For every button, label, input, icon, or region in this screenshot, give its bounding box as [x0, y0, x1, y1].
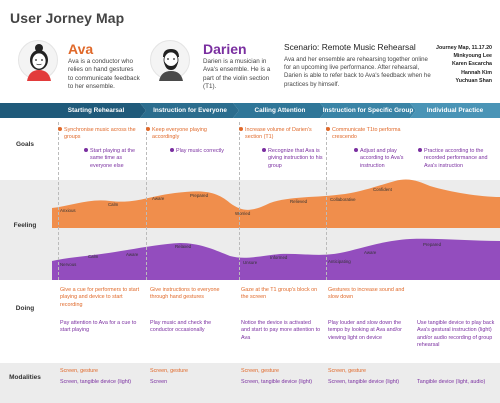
darien-feeling-label: Calm: [88, 254, 99, 259]
ava-feeling-label: Relieved: [290, 199, 308, 204]
darien-feeling-area: [52, 238, 500, 280]
goal-item: Keep everyone playing accordingly: [146, 127, 234, 140]
modality-ava-cell: Screen, gesture: [328, 368, 367, 374]
ava-feeling-label: Confident: [373, 187, 392, 192]
stage-divider: [326, 122, 327, 280]
ava-feeling-label: Prepared: [190, 193, 209, 198]
modality-ava-cell: Screen, gesture: [241, 368, 280, 374]
meta-line: Hannah Kim: [461, 69, 492, 76]
stage-instruction-everyone: Instruction for Everyone: [153, 107, 227, 114]
darien-feeling-label: Unsure: [243, 260, 258, 265]
goal-item: Practice according to the recorded perfo…: [418, 148, 498, 169]
goal-item: Start playing at the same time as everyo…: [84, 148, 144, 169]
goal-marker: [84, 148, 88, 152]
doing-darien-cell: Notice the device is activated and start…: [241, 320, 321, 341]
stage-arrow-1: [0, 103, 146, 118]
goal-marker: [418, 148, 422, 152]
stage-starting-rehearsal: Starting Rehearsal: [67, 107, 125, 114]
modality-darien-cell: Screen, tangible device (light): [241, 379, 313, 385]
goal-marker: [58, 127, 62, 131]
darien-feeling-label: Aware: [126, 252, 139, 257]
row-label-doing: Doing: [15, 305, 35, 312]
page-title: User Jorney Map: [10, 10, 125, 26]
modality-ava-cell: Screen, gesture: [150, 368, 189, 374]
goal-marker: [146, 127, 150, 131]
meta-credits: Journey Map, 11.17.20 Minkyoung Lee Kare…: [436, 44, 492, 85]
goal-item: Adjust and play according to Ava's instr…: [354, 148, 412, 169]
goal-marker: [170, 148, 174, 152]
doing-darien-cell: Use tangible device to play back Ava's g…: [417, 320, 495, 349]
stage-divider: [239, 122, 240, 280]
doing-darien-cell: Play louder and slow down the tempo by l…: [328, 320, 402, 341]
darien-feeling-label: Anticipating: [328, 259, 351, 264]
doing-darien-cell: Play music and check the conductor occas…: [150, 320, 212, 334]
persona-ava-description: Ava is a conductor who relies on hand ge…: [68, 58, 140, 91]
ava-feeling-label: Worried: [235, 211, 251, 216]
ava-feeling-label: Calm: [108, 202, 119, 207]
stage-arrow-3: [233, 103, 326, 118]
darien-feeling-label: Nervous: [60, 262, 77, 267]
female-avatar-drawing: [27, 44, 51, 81]
row-label-modalities: Modalities: [9, 374, 41, 381]
doing-ava-cell: Gestures to increase sound and slow down: [328, 287, 405, 301]
darien-feeling-label: Aware: [364, 250, 377, 255]
goal-marker: [239, 127, 243, 131]
female-avatar-icon: [18, 40, 58, 81]
scenario-title: Scenario: Remote Music Rehearsal: [284, 42, 416, 52]
doing-darien-cell: Pay attention to Ava for a cue to start …: [60, 320, 137, 334]
stage-bar: [0, 103, 500, 118]
ava-feeling-area: [52, 179, 500, 228]
doing-band: [0, 280, 500, 363]
doing-ava-cell: Give a cue for performers to start playi…: [60, 287, 140, 308]
meta-line: Karen Escarcha: [451, 61, 492, 68]
stage-arrow-4: [320, 103, 416, 118]
stage-arrow-2: [140, 103, 239, 118]
stage-divider: [58, 122, 59, 280]
goal-marker: [354, 148, 358, 152]
male-avatar-icon: [150, 40, 190, 81]
male-avatar-drawing: [159, 49, 183, 81]
modalities-band: [0, 363, 500, 403]
scenario-text: Ava and her ensemble are rehearsing toge…: [284, 56, 431, 88]
meta-line: Journey Map, 11.17.20: [436, 45, 492, 51]
persona-darien-name: Darien: [203, 41, 247, 57]
doing-ava-cell: Give instructions to everyone through ha…: [150, 287, 220, 301]
ava-feeling-label: Aware: [152, 196, 165, 201]
modality-darien-cell: Screen: [150, 379, 168, 385]
darien-feeling-label: Informed: [270, 255, 288, 260]
ava-feeling-label: Anxious: [60, 208, 76, 213]
goal-item: Increase volume of Darien's section (T1): [239, 127, 323, 140]
modality-darien-cell: Tangible device (light, audio): [417, 379, 486, 385]
goal-item: Recognize that Ava is giving instruction…: [262, 148, 324, 169]
darien-feeling-label: Relaxed: [175, 244, 192, 249]
modality-darien-cell: Screen, tangible device (light): [328, 379, 400, 385]
modality-ava-cell: Screen, gesture: [60, 368, 99, 374]
stage-individual-practice: Individual Practice: [426, 107, 484, 114]
row-label-feeling: Feeling: [13, 222, 37, 229]
row-label-goals: Goals: [15, 141, 35, 148]
stage-arrow-5: [410, 103, 500, 118]
persona-darien-description: Darien is a musician in Ava's ensemble. …: [203, 58, 271, 91]
doing-ava-cell: Gaze at the T1 group's block on the scre…: [241, 287, 318, 301]
stage-divider: [146, 122, 147, 280]
modality-darien-cell: Screen, tangible device (light): [60, 379, 132, 385]
goals-band: [0, 118, 500, 180]
goal-marker: [262, 148, 266, 152]
stage-calling-attention: Calling Attention: [254, 107, 306, 114]
goal-item: Play music correctly: [170, 148, 236, 156]
meta-line: Yuchuan Shan: [455, 77, 493, 84]
goal-item: Synchronise music across the groups: [58, 127, 146, 140]
stage-instruction-specific-group: Instruction for Specific Group: [322, 107, 414, 114]
persona-ava-name: Ava: [68, 41, 94, 57]
ava-feeling-label: Collaborative: [330, 197, 356, 202]
darien-feeling-label: Prepared: [423, 242, 442, 247]
goal-item: Communicate T1to performa crescendo: [326, 127, 410, 140]
meta-line: Minkyoung Lee: [453, 53, 492, 60]
goal-marker: [326, 127, 330, 131]
